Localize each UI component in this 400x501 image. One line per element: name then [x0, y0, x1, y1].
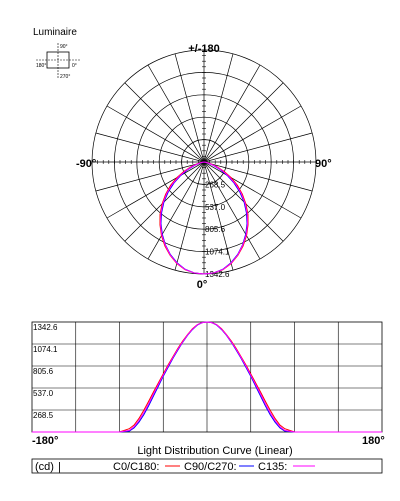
polar-bottom-label: 0° — [197, 279, 208, 291]
linear-x-max-label: 180° — [362, 435, 385, 447]
linear-y-ticks: 1342.6 1074.1 805.6 537.0 268.5 — [33, 323, 58, 420]
linear-y-tick-label: 805.6 — [33, 367, 54, 376]
polar-radial-ticks: 268.5 537.0 805.6 1074.1 1342.6 — [205, 180, 230, 279]
diagram-0-label: 0° — [72, 63, 77, 69]
linear-y-tick-label: 537.0 — [33, 389, 54, 398]
polar-curves — [159, 161, 249, 275]
legend-item-c90-c270: C90/C270: — [184, 461, 237, 473]
diagram-180-label: 180° — [36, 63, 46, 69]
polar-series-c135 — [159, 161, 249, 275]
diagram-270-label: 270° — [60, 74, 70, 80]
legend: (cd) | C0/C180: C90/C270: C135: — [31, 458, 383, 474]
diagram-90-label: 90° — [60, 44, 68, 50]
linear-y-tick-label: 1074.1 — [33, 345, 58, 354]
linear-curves — [32, 321, 382, 433]
polar-radial-tick-label: 268.5 — [205, 180, 226, 189]
legend-separator: | — [58, 461, 61, 473]
polar-right-label: 90° — [315, 158, 332, 170]
luminaire-label: Luminaire — [33, 27, 77, 38]
legend-item-c135: C135: — [258, 461, 287, 473]
linear-chart — [31, 321, 383, 433]
polar-top-label: +/-180 — [188, 43, 220, 55]
linear-x-min-label: -180° — [32, 435, 58, 447]
linear-chart-title: Light Distribution Curve (Linear) — [137, 445, 292, 457]
legend-item-c0-c180: C0/C180: — [113, 461, 159, 473]
linear-series-c135 — [32, 321, 382, 433]
polar-radial-tick-label: 805.6 — [205, 225, 226, 234]
linear-y-tick-label: 268.5 — [33, 411, 54, 420]
legend-unit: (cd) — [35, 461, 54, 473]
polar-left-label: -90° — [76, 158, 96, 170]
polar-radial-tick-label: 1342.6 — [205, 270, 230, 279]
polar-radial-tick-label: 1074.1 — [205, 248, 230, 257]
linear-y-tick-label: 1342.6 — [33, 323, 58, 332]
polar-radial-tick-label: 537.0 — [205, 203, 226, 212]
luminaire-orientation-diagram: 90° 180° 0° 270° — [36, 43, 80, 80]
